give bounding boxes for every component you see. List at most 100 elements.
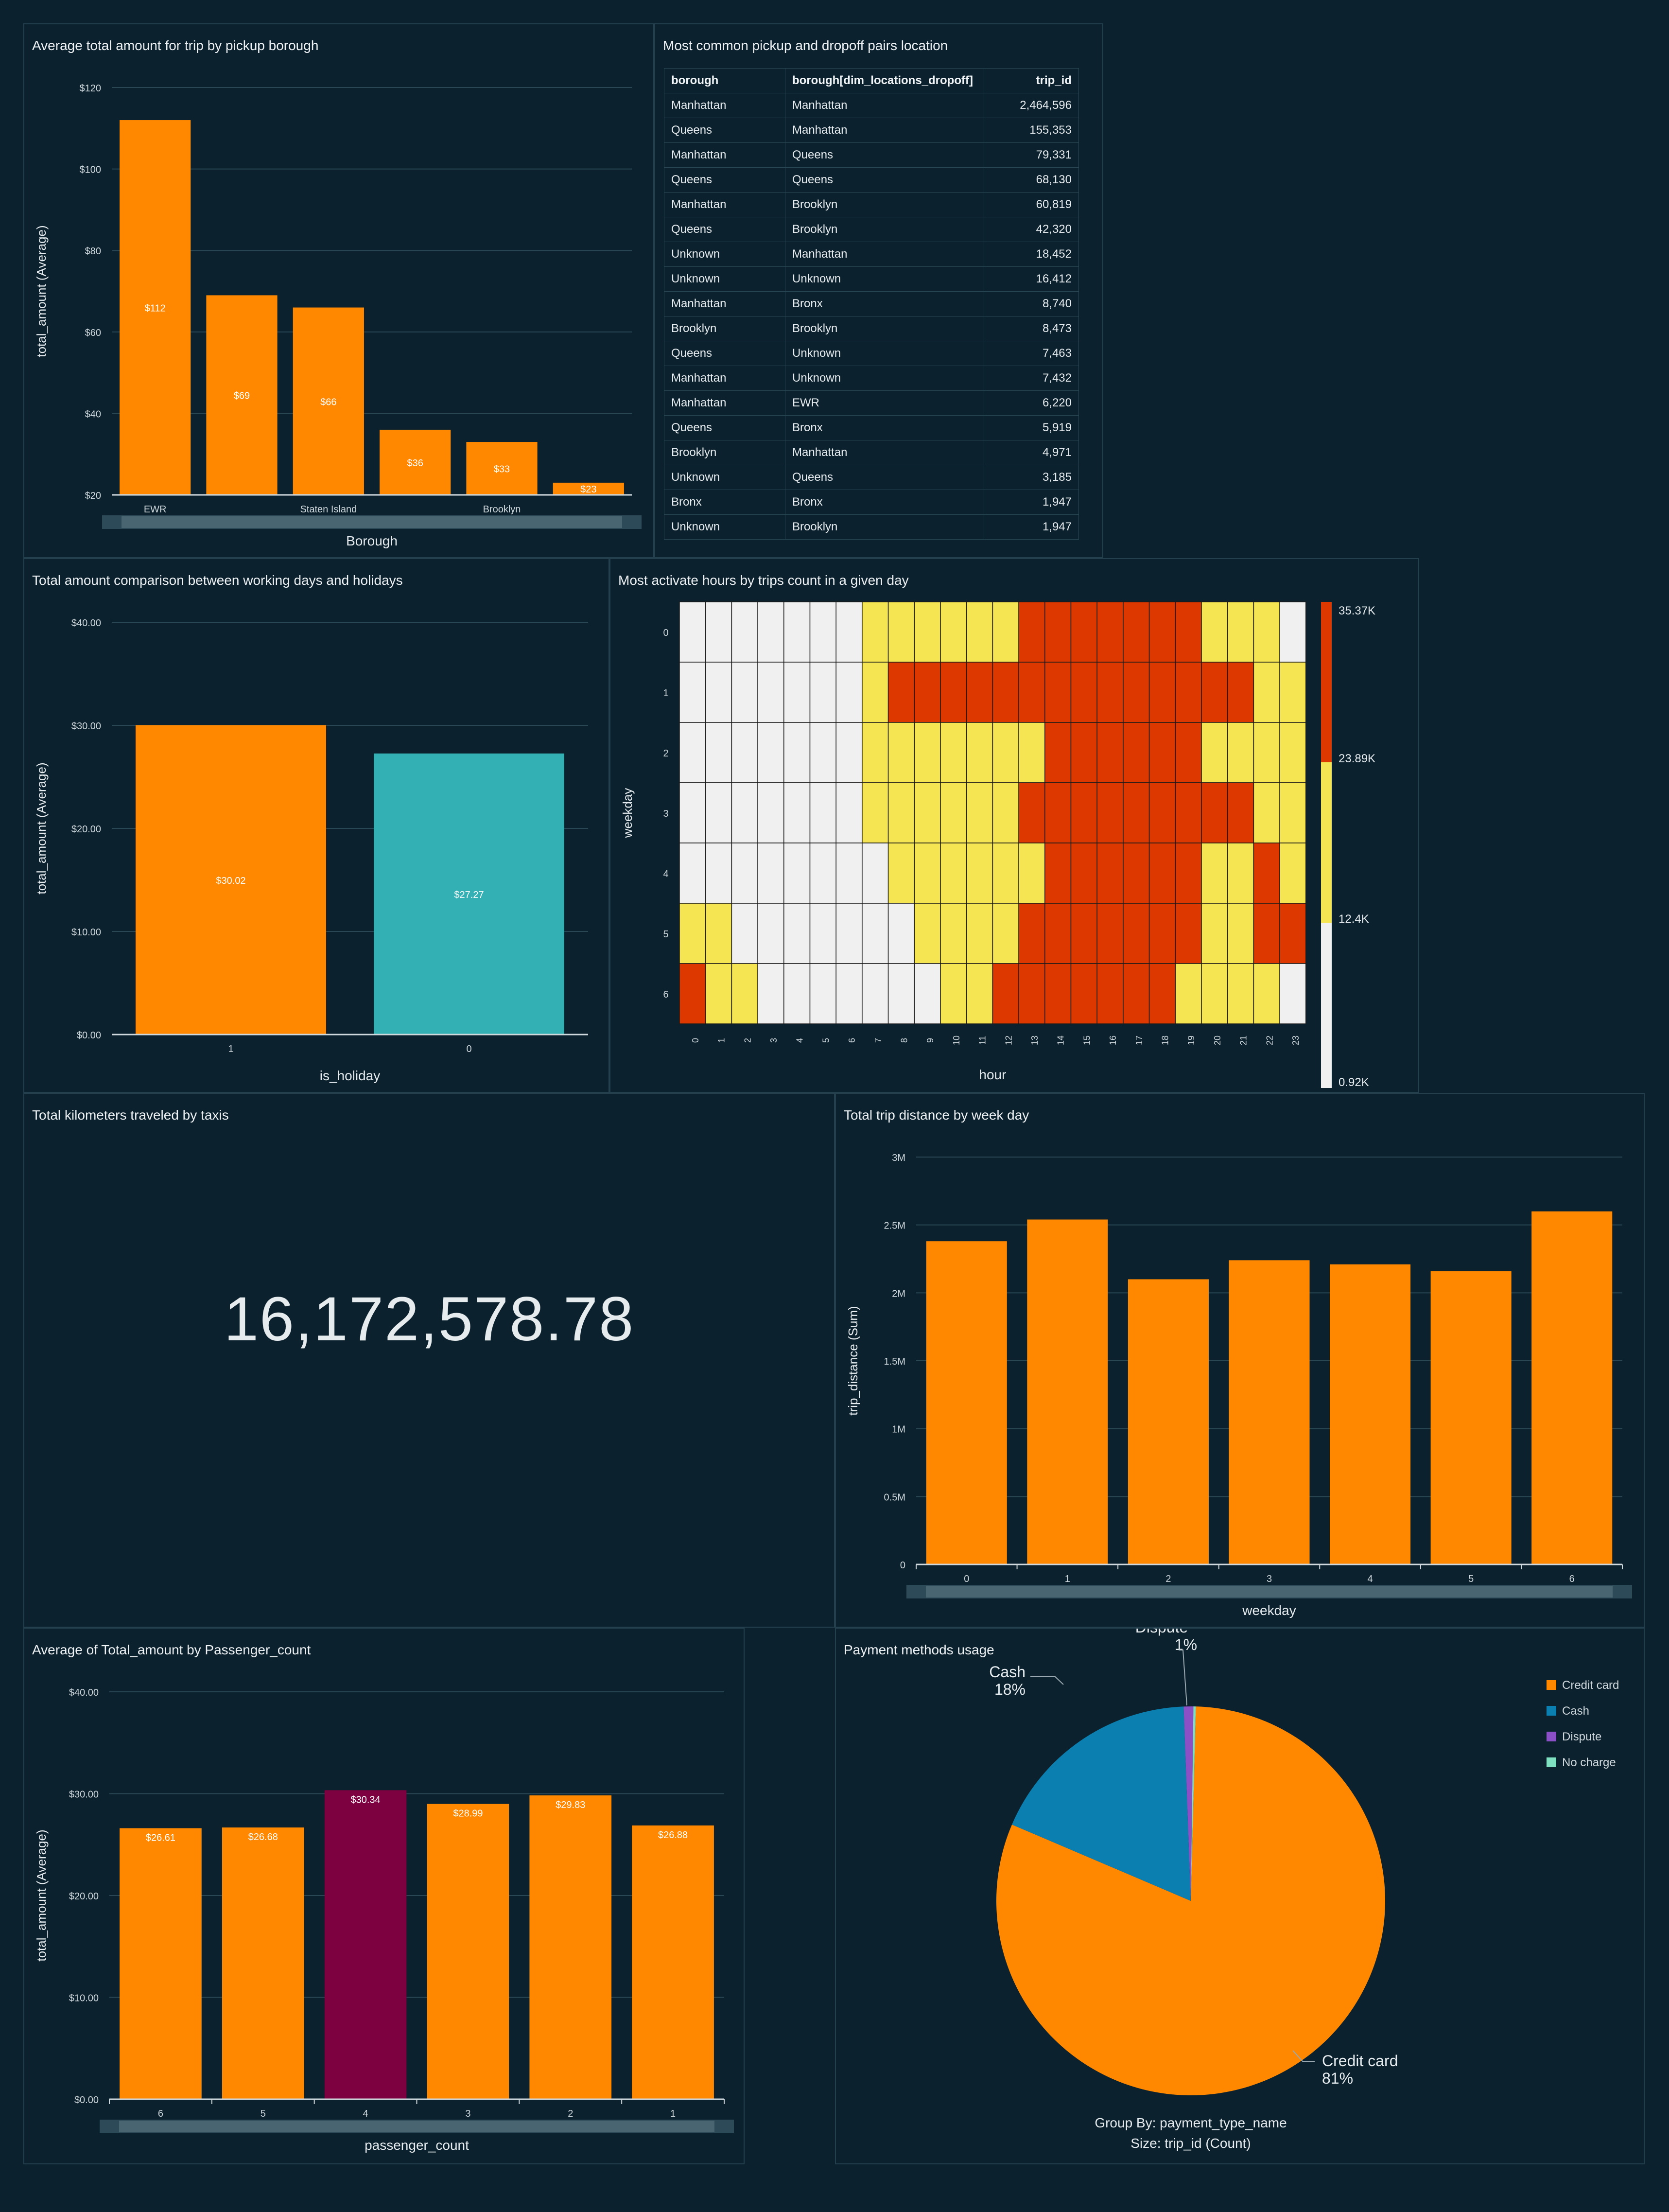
x-tick-label: 5	[261, 2108, 266, 2119]
table-cell: Queens	[664, 341, 785, 366]
table-row[interactable]: Manhattan Brooklyn 60,819	[664, 192, 1079, 217]
table-row[interactable]: Manhattan EWR 6,220	[664, 390, 1079, 416]
panel-passenger: Average of Total_amount by Passenger_cou…	[23, 1628, 745, 2164]
y-tick-label: 2.5M	[884, 1221, 905, 1231]
table-cell: 7,463	[984, 341, 1079, 366]
heatmap-cell	[1227, 963, 1254, 1024]
heatmap-cell	[1044, 903, 1072, 964]
heatmap-cell	[705, 963, 732, 1024]
data-label: $112	[145, 303, 166, 314]
heatmap-cell	[1096, 782, 1124, 843]
heatmap-cell	[940, 903, 967, 964]
x-tick-label: 3	[465, 2108, 470, 2119]
bar	[1531, 1211, 1613, 1564]
bar	[1229, 1260, 1310, 1564]
heatmap-cell	[1123, 722, 1150, 783]
legend-swatch	[1547, 1706, 1556, 1716]
heatmap-cell	[731, 963, 758, 1024]
table-row[interactable]: Unknown Manhattan 18,452	[664, 242, 1079, 267]
passenger-chart: $0.00 $10.00 $20.00 $30.00 $40.00 $26.61 6 $26.…	[34, 1687, 734, 2153]
table-cell: Bronx	[785, 490, 984, 515]
heatmap-cell	[1201, 722, 1228, 783]
table-row[interactable]: Bronx Bronx 1,947	[664, 490, 1079, 515]
table-row[interactable]: Unknown Queens 3,185	[664, 465, 1079, 490]
heatmap-cell	[1279, 903, 1306, 964]
y-tick-label: 1M	[892, 1424, 905, 1435]
y-tick-label: $80	[85, 246, 101, 257]
x-tick-label: 16	[1108, 1036, 1118, 1045]
heatmap-cell	[966, 601, 993, 663]
table-cell: Queens	[664, 118, 785, 143]
heatmap-cell	[1096, 963, 1124, 1024]
table-row[interactable]: Manhattan Queens 79,331	[664, 142, 1079, 168]
table-row[interactable]: Manhattan Manhattan 2,464,596	[664, 93, 1079, 118]
table-header[interactable]: borough	[664, 68, 785, 93]
table-cell: Unknown	[785, 366, 984, 391]
heatmap-cell	[1070, 843, 1097, 904]
table-row[interactable]: Manhattan Bronx 8,740	[664, 291, 1079, 316]
table-cell: Brooklyn	[785, 192, 984, 217]
heatmap-cell	[862, 722, 889, 783]
heatmap-cell	[1253, 963, 1280, 1024]
heatmap-cell	[835, 601, 863, 663]
x-tick-label: 12	[1004, 1036, 1013, 1045]
table-row[interactable]: Unknown Brooklyn 1,947	[664, 514, 1079, 540]
x-axis-label: weekday	[1242, 1603, 1296, 1618]
y-axis-label: total_amount (Average)	[34, 225, 49, 357]
x-tick-label: 3	[1267, 1574, 1272, 1584]
heatmap-cell	[757, 782, 784, 843]
heatmap-cell	[992, 782, 1019, 843]
table-cell: 1,947	[984, 490, 1079, 515]
data-label: $23	[580, 484, 596, 495]
heatmap-cell	[731, 601, 758, 663]
x-tick-label: 20	[1213, 1036, 1222, 1045]
x-tick-label: 14	[1056, 1036, 1066, 1045]
table-cell: 8,740	[984, 291, 1079, 316]
heatmap-cell	[1175, 601, 1202, 663]
table-cell: Brooklyn	[785, 217, 984, 242]
table-row[interactable]: Queens Bronx 5,919	[664, 415, 1079, 440]
x-tick-label: 1	[717, 1038, 727, 1043]
heatmap-cell	[1044, 782, 1072, 843]
table-cell: Manhattan	[664, 291, 785, 316]
weekday-chart: 0 0.5M 1M 1.5M 2M 2.5M 3M 0 1 2 3 4 5 6 weekday trip_di…	[846, 1153, 1632, 1618]
table-cell: Manhattan	[785, 93, 984, 118]
x-tick-label: 8	[899, 1038, 909, 1043]
heatmap-cell	[783, 843, 811, 904]
table-row[interactable]: Brooklyn Brooklyn 8,473	[664, 316, 1079, 341]
y-tick-label: 2	[663, 748, 668, 759]
heatmap-cell	[992, 722, 1019, 783]
heatmap-cell	[679, 722, 706, 783]
y-tick-label: 2M	[892, 1288, 905, 1299]
pie-footer: Group By: payment_type_name	[1095, 2115, 1287, 2130]
heatmap-cell	[887, 662, 915, 723]
y-tick-label: 0	[663, 628, 668, 638]
x-tick-label: 2	[568, 2108, 573, 2119]
table-row[interactable]: Brooklyn Manhattan 4,971	[664, 440, 1079, 465]
pie-slice	[996, 1706, 1385, 2095]
table-row[interactable]: Queens Brooklyn 42,320	[664, 217, 1079, 242]
table-cell: 8,473	[984, 316, 1079, 341]
x-tick-label: Staten Island	[300, 504, 357, 515]
heatmap-cell	[1096, 662, 1124, 723]
table-row[interactable]: Queens Queens 68,130	[664, 167, 1079, 193]
x-axis-label: passenger_count	[365, 2138, 469, 2153]
heatmap-cell	[1148, 662, 1176, 723]
table-row[interactable]: Queens Manhattan 155,353	[664, 118, 1079, 143]
data-label: $69	[234, 391, 250, 402]
bar	[1027, 1219, 1108, 1564]
x-tick-label: 2	[743, 1038, 752, 1043]
slice-label: 81%	[1322, 2070, 1353, 2087]
table-header[interactable]: borough[dim_locations_dropoff]	[785, 68, 984, 93]
table-row[interactable]: Manhattan Unknown 7,432	[664, 366, 1079, 391]
table-row[interactable]: Queens Unknown 7,463	[664, 341, 1079, 366]
table-row[interactable]: Unknown Unknown 16,412	[664, 266, 1079, 292]
table-cell: 155,353	[984, 118, 1079, 143]
table-cell: Brooklyn	[785, 316, 984, 341]
heatmap-cell	[835, 903, 863, 964]
table-header[interactable]: trip_id	[984, 68, 1079, 93]
x-tick-label: 2	[1165, 1574, 1171, 1584]
table-cell: 4,971	[984, 440, 1079, 465]
legend-band	[1321, 602, 1332, 762]
heatmap-cell	[1018, 903, 1045, 964]
